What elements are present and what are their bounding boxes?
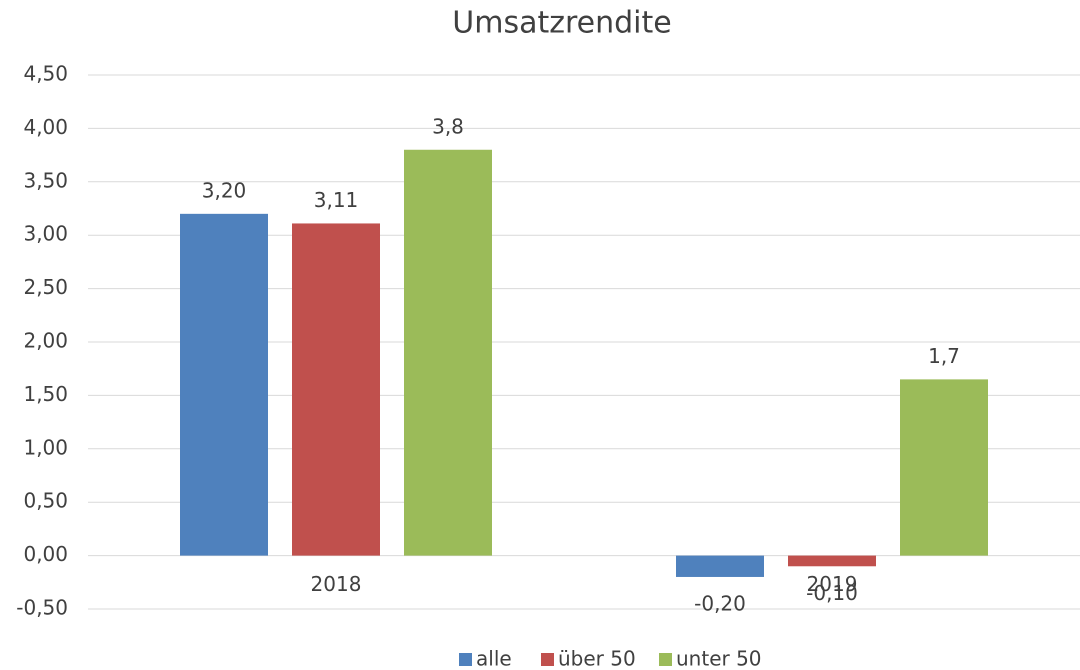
y-tick-label: 0,50 (23, 489, 68, 513)
bar (180, 213, 268, 556)
y-tick-label: -0,50 (16, 596, 68, 620)
data-label: 3,20 (202, 178, 247, 202)
data-label: 1,7 (928, 344, 960, 368)
legend-label: alle (476, 647, 512, 670)
y-tick-label: 4,50 (23, 62, 68, 86)
y-tick-label: 3,00 (23, 222, 68, 246)
legend-label: unter 50 (676, 647, 762, 670)
y-tick-label: 2,00 (23, 329, 68, 353)
bar (404, 149, 492, 556)
data-label: -0,20 (694, 591, 746, 615)
y-tick-label: 1,00 (23, 435, 68, 459)
data-label: 3,8 (432, 114, 464, 138)
bar (788, 555, 876, 567)
y-tick-label: 2,50 (23, 275, 68, 299)
y-tick-label: 4,00 (23, 115, 68, 139)
y-tick-label: 1,50 (23, 382, 68, 406)
legend-swatch (541, 653, 554, 666)
legend-swatch (659, 653, 672, 666)
data-label: 3,11 (314, 188, 359, 212)
legend-label: über 50 (558, 647, 636, 670)
bar (676, 555, 764, 577)
bar (900, 379, 988, 556)
bar (292, 223, 380, 556)
x-tick-label: 2018 (311, 572, 362, 596)
data-label: -0,10 (806, 581, 858, 605)
y-tick-label: 0,00 (23, 542, 68, 566)
y-tick-label: 3,50 (23, 168, 68, 192)
legend-swatch (459, 653, 472, 666)
chart-title: Umsatzrendite (452, 6, 671, 41)
x-tick-label: 2019 (807, 572, 858, 596)
